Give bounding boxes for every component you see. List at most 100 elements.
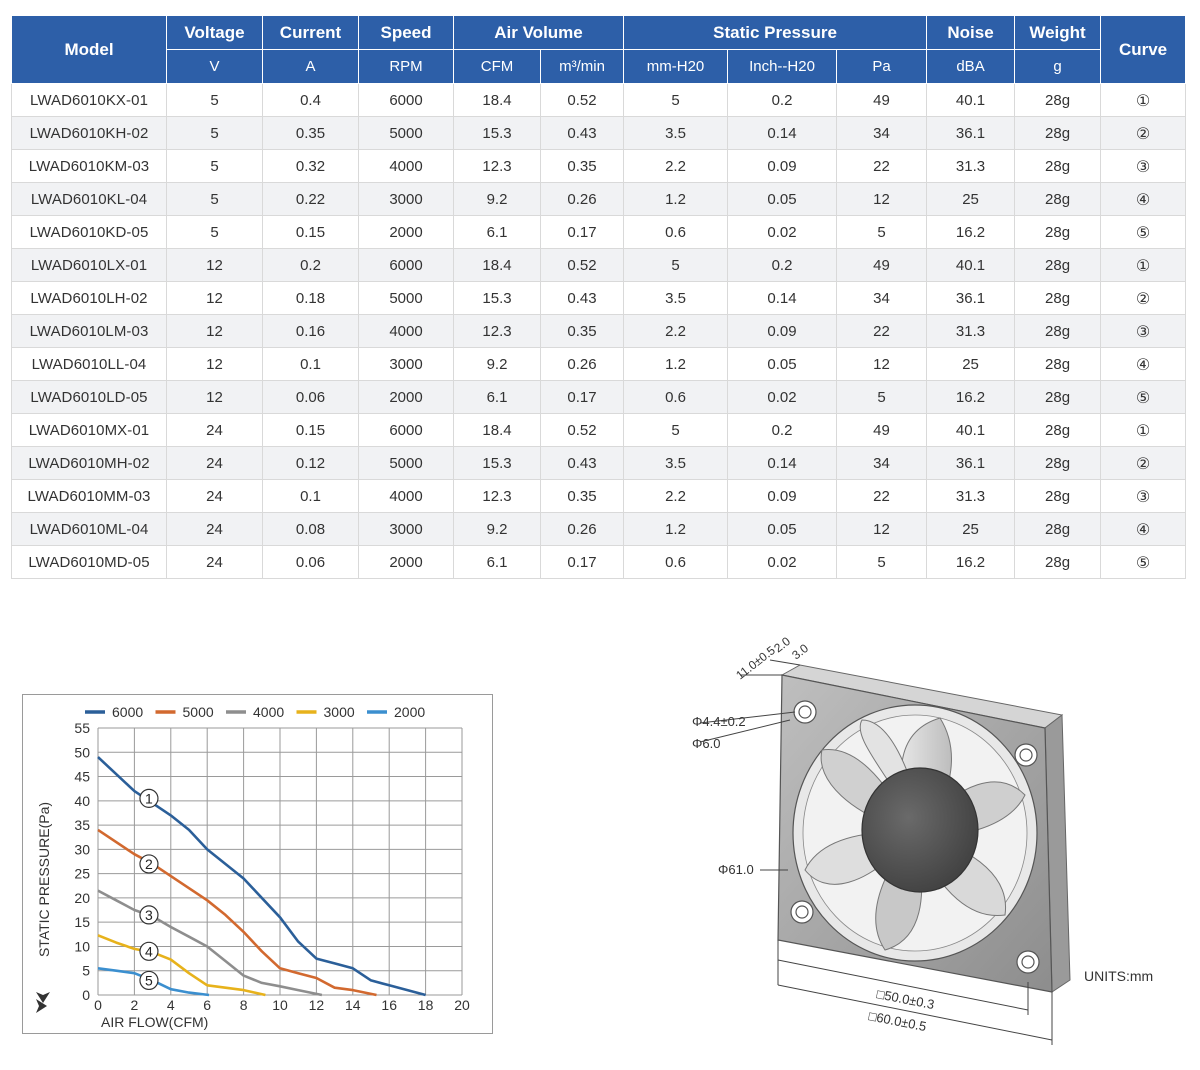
curve-marker-number: 4: [145, 943, 153, 959]
cell-current: 0.2: [262, 248, 359, 282]
cell-weight: 28g: [1014, 182, 1102, 216]
cell-current: 0.15: [262, 215, 359, 249]
hole-dia-label: Φ4.4±0.2: [692, 714, 746, 729]
cell-voltage: 24: [166, 413, 263, 447]
cell-noise: 31.3: [926, 314, 1016, 348]
cell-m3-min: 0.17: [539, 380, 625, 414]
header-weight: Weight: [1014, 15, 1102, 50]
cell-voltage: 5: [166, 149, 263, 183]
cell-current: 0.12: [262, 446, 359, 480]
unit-dba: dBA: [926, 49, 1016, 84]
cell-pa: 12: [836, 347, 928, 381]
x-tick-label: 10: [272, 997, 288, 1013]
cell-model: LWAD6010LX-01: [11, 248, 167, 282]
legend-label-3000: 3000: [324, 704, 355, 720]
cell-current: 0.06: [262, 380, 359, 414]
cell-inch-h2o: 0.2: [727, 83, 838, 117]
cell-cfm: 9.2: [453, 512, 541, 546]
x-tick-label: 6: [203, 997, 211, 1013]
curve-marker-ring: [139, 788, 159, 808]
cell-model: LWAD6010MX-01: [11, 413, 167, 447]
cell-noise: 31.3: [926, 149, 1016, 183]
cell-noise: 36.1: [926, 116, 1016, 150]
cell-current: 0.15: [262, 413, 359, 447]
cell-noise: 36.1: [926, 281, 1016, 315]
cell-inch-h2o: 0.05: [727, 182, 838, 216]
cell-voltage: 5: [166, 182, 263, 216]
cell-noise: 16.2: [926, 545, 1016, 579]
cell-pa: 5: [836, 545, 928, 579]
dim-3-label: 3.0: [789, 641, 811, 663]
x-tick-label: 8: [240, 997, 248, 1013]
curve-marker-number: 1: [145, 790, 153, 806]
cell-pa: 34: [836, 446, 928, 480]
cell-curve: ①: [1100, 413, 1187, 447]
curve-marker-ring: [139, 854, 159, 874]
cell-m3-min: 0.43: [539, 116, 625, 150]
cell-voltage: 12: [166, 248, 263, 282]
x-axis-title: AIR FLOW(CFM): [101, 1014, 208, 1030]
y-tick-label: 25: [74, 866, 90, 882]
table-row: LWAD6010MM-03 24 0.1 4000 12.3 0.35 2.2 0.09 22 3…: [11, 479, 1187, 513]
curve-marker-number: 5: [145, 972, 153, 988]
cell-inch-h2o: 0.05: [727, 347, 838, 381]
cell-pa: 49: [836, 83, 928, 117]
cell-inch-h2o: 0.02: [727, 545, 838, 579]
cell-current: 0.1: [262, 479, 359, 513]
cell-mm-h2o: 5: [623, 83, 729, 117]
cell-m3-min: 0.35: [539, 149, 625, 183]
cell-curve: ⑤: [1100, 545, 1187, 579]
header-noise: Noise: [926, 15, 1016, 50]
cell-mm-h2o: 3.5: [623, 281, 729, 315]
cell-weight: 28g: [1014, 545, 1102, 579]
y-tick-label: 45: [74, 769, 90, 785]
cell-noise: 40.1: [926, 83, 1016, 117]
table-row: LWAD6010KL-04 5 0.22 3000 9.2 0.26 1.2 0.05 12 25…: [11, 182, 1187, 216]
cell-current: 0.18: [262, 281, 359, 315]
header-current: Current: [262, 15, 359, 50]
cell-m3-min: 0.43: [539, 446, 625, 480]
cell-cfm: 18.4: [453, 413, 541, 447]
header-model: Model: [11, 15, 167, 84]
cell-curve: ③: [1100, 314, 1187, 348]
cell-cfm: 6.1: [453, 215, 541, 249]
cell-model: LWAD6010ML-04: [11, 512, 167, 546]
table-row: LWAD6010LH-02 12 0.18 5000 15.3 0.43 3.5 0.14 34…: [11, 281, 1187, 315]
mounting-holes: [790, 700, 1040, 974]
pq-curve-svg: 0 2 4 6 8 10 12 14 16 18 200510152025303540455055A…: [36, 704, 470, 1030]
x-tick-label: 12: [309, 997, 325, 1013]
cell-cfm: 12.3: [453, 479, 541, 513]
y-tick-label: 5: [82, 963, 90, 979]
cell-pa: 22: [836, 314, 928, 348]
cell-weight: 28g: [1014, 116, 1102, 150]
unit-voltage: V: [166, 49, 263, 84]
cell-model: LWAD6010LD-05: [11, 380, 167, 414]
y-tick-label: 20: [74, 890, 90, 906]
cell-model: LWAD6010MD-05: [11, 545, 167, 579]
cell-voltage: 12: [166, 347, 263, 381]
cell-weight: 28g: [1014, 215, 1102, 249]
table-row: LWAD6010MX-01 24 0.15 6000 18.4 0.52 5 0.2 49 40.…: [11, 413, 1187, 447]
header-static-pressure: Static Pressure: [623, 15, 928, 50]
cell-m3-min: 0.17: [539, 215, 625, 249]
cell-inch-h2o: 0.09: [727, 314, 838, 348]
unit-weight: g: [1014, 49, 1102, 84]
y-tick-label: 10: [74, 938, 90, 954]
cell-pa: 34: [836, 281, 928, 315]
legend-label-2000: 2000: [394, 704, 425, 720]
cell-weight: 28g: [1014, 380, 1102, 414]
curve-marker-ring: [139, 905, 159, 925]
cell-mm-h2o: 2.2: [623, 479, 729, 513]
cell-m3-min: 0.26: [539, 182, 625, 216]
y-tick-label: 55: [74, 720, 90, 736]
cell-m3-min: 0.26: [539, 512, 625, 546]
cell-speed: 5000: [358, 281, 454, 315]
legend-label-4000: 4000: [253, 704, 284, 720]
cell-mm-h2o: 0.6: [623, 545, 729, 579]
units-label: UNITS:mm: [1084, 968, 1153, 984]
fan-dimension-drawing: 11.0±0.5 2.0 3.0 Φ4.4±0.2 Φ6.0 Φ61.0 □50…: [692, 634, 1153, 1045]
cell-inch-h2o: 0.09: [727, 479, 838, 513]
cell-noise: 36.1: [926, 446, 1016, 480]
cell-m3-min: 0.52: [539, 83, 625, 117]
cell-voltage: 5: [166, 83, 263, 117]
